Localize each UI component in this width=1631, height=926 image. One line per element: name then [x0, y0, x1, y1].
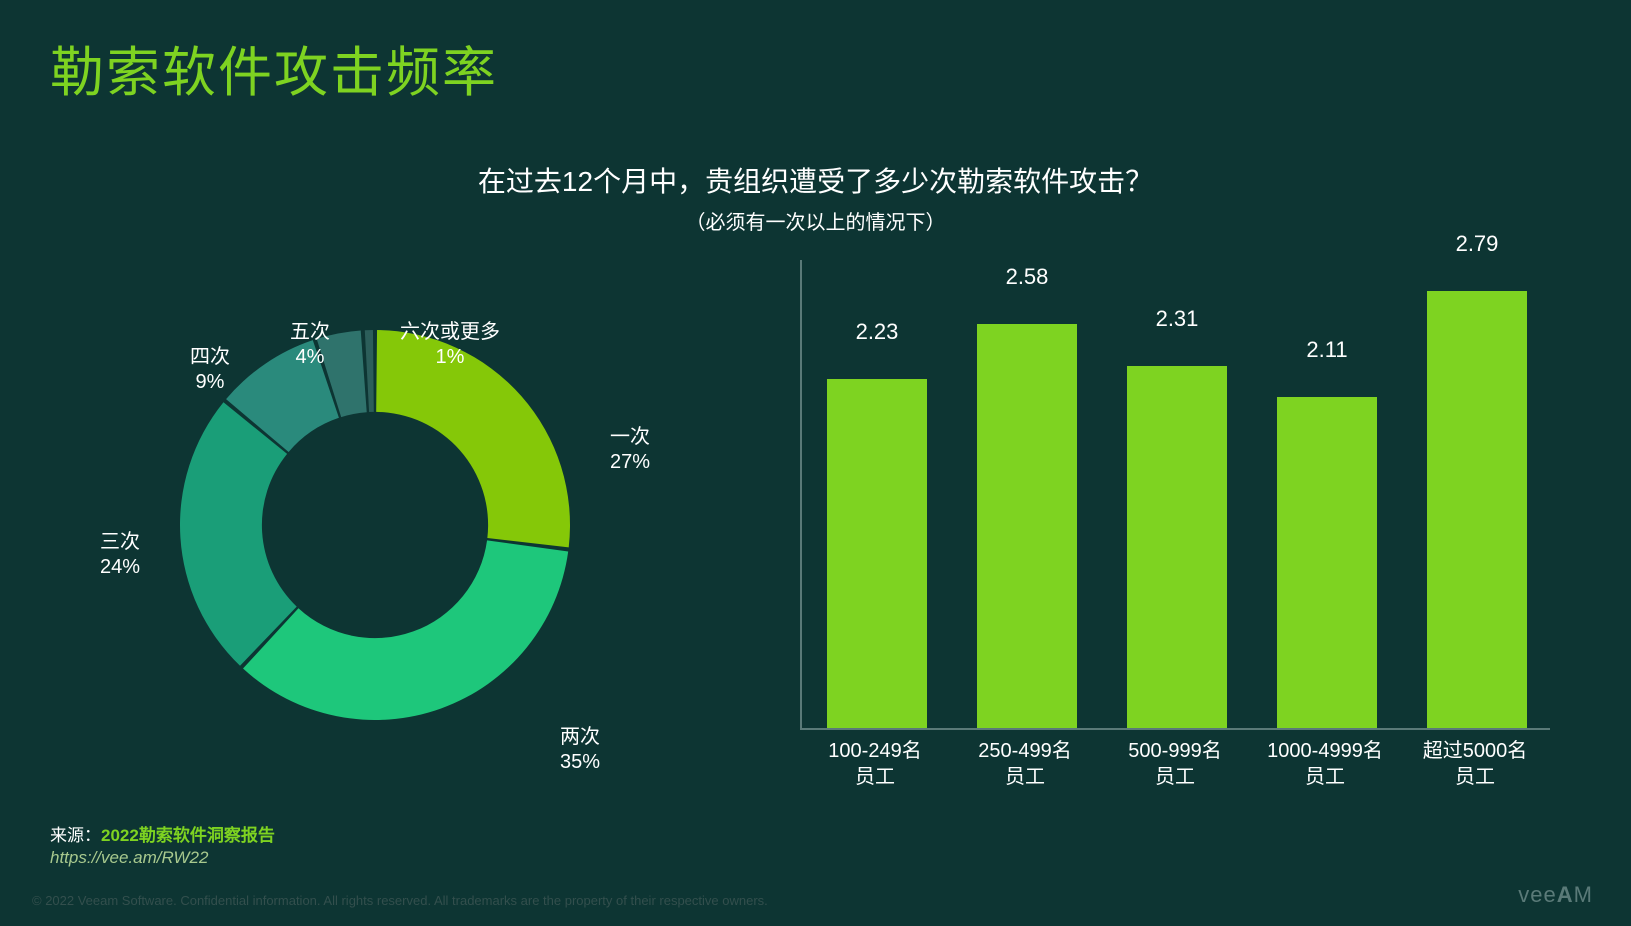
- donut-slice: [243, 540, 568, 720]
- source-prefix: 来源：: [50, 826, 101, 845]
- bar-category: 超过5000名员工: [1400, 738, 1550, 790]
- bar: [977, 324, 1077, 728]
- bar-value: 2.58: [977, 264, 1077, 290]
- veeam-logo: veeAM: [1518, 882, 1593, 908]
- bar-value: 2.23: [827, 319, 927, 345]
- donut-slice-label: 三次24%: [100, 530, 140, 580]
- bar-value: 2.31: [1127, 306, 1227, 332]
- bar-chart: 2.232.582.312.112.79 100-249名员工250-499名员…: [800, 260, 1550, 800]
- donut-slice-label: 一次27%: [610, 425, 650, 475]
- bar: [1127, 366, 1227, 728]
- donut-slice-label: 五次4%: [290, 320, 330, 370]
- bar-value: 2.79: [1427, 231, 1527, 257]
- source-url: https://vee.am/RW22: [50, 848, 275, 868]
- slide-title: 勒索软件攻击频率: [50, 28, 498, 107]
- bar: [1427, 291, 1527, 728]
- subtitle-block: 在过去12个月中，贵组织遭受了多少次勒索软件攻击？ （必须有一次以上的情况下）: [0, 160, 1631, 235]
- bar-category: 250-499名员工: [950, 738, 1100, 790]
- bar-value: 2.11: [1277, 337, 1377, 363]
- logo-a: A: [1557, 882, 1574, 907]
- source-block: 来源：2022勒索软件洞察报告 https://vee.am/RW22: [50, 821, 275, 868]
- logo-post: M: [1574, 882, 1593, 907]
- subtitle-sub: （必须有一次以上的情况下）: [0, 206, 1631, 235]
- donut-slice: [365, 330, 374, 412]
- subtitle-main: 在过去12个月中，贵组织遭受了多少次勒索软件攻击？: [0, 160, 1631, 200]
- bar-category: 100-249名员工: [800, 738, 950, 790]
- donut-slice-label: 六次或更多1%: [400, 320, 500, 370]
- logo-pre: vee: [1518, 882, 1556, 907]
- bar-category: 1000-4999名员工: [1250, 738, 1400, 790]
- donut-svg: [180, 330, 570, 720]
- bar: [1277, 397, 1377, 728]
- source-report: 2022勒索软件洞察报告: [101, 826, 275, 845]
- donut-slice-label: 四次9%: [190, 345, 230, 395]
- bar-plot: 2.232.582.312.112.79: [800, 260, 1550, 730]
- bar-category: 500-999名员工: [1100, 738, 1250, 790]
- bar: [827, 379, 927, 728]
- copyright: © 2022 Veeam Software. Confidential info…: [32, 893, 768, 908]
- donut-chart: [180, 330, 570, 720]
- donut-slice-label: 两次35%: [560, 725, 600, 775]
